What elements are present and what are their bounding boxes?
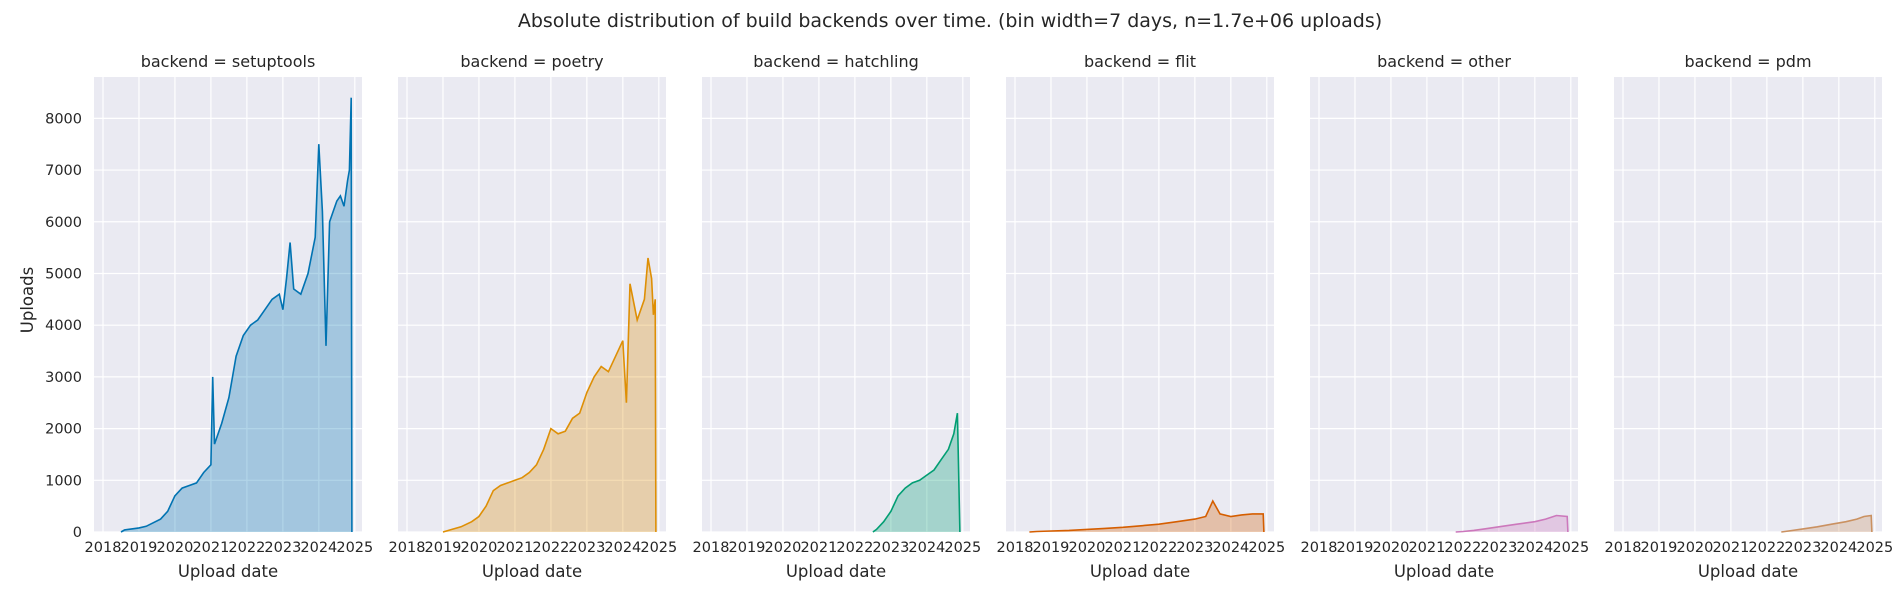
x-tick-label: 2024 — [1820, 540, 1857, 556]
y-tick-label: 4000 — [45, 318, 82, 334]
panel-title: backend = flit — [1084, 52, 1196, 71]
x-tick-label: 2023 — [872, 540, 909, 556]
x-tick-label: 2018 — [997, 540, 1034, 556]
x-tick-label: 2024 — [1516, 540, 1553, 556]
panels: 2018 2019 2020 2021 2022 2023 2024 202501000200… — [45, 52, 1893, 581]
y-tick-label: 2000 — [45, 422, 82, 438]
panel-5: 2018 2019 2020 2021 2022 2023 2024 2025 backend … — [1605, 52, 1894, 581]
x-tick-label: 2020 — [156, 540, 193, 556]
plot-area — [702, 77, 970, 532]
series-area — [1781, 515, 1872, 532]
x-tick-label: 2024 — [908, 540, 945, 556]
x-tick-label: 2025 — [640, 540, 677, 556]
series-area — [1029, 501, 1264, 532]
x-tick-label: 2020 — [764, 540, 801, 556]
x-tick-label: 2018 — [389, 540, 426, 556]
series-line — [872, 412, 961, 533]
x-axis-label: Upload date — [786, 562, 886, 581]
x-tick-label: 2023 — [568, 540, 605, 556]
plot-area — [1006, 77, 1274, 532]
x-tick-label: 2018 — [693, 540, 730, 556]
series-line — [1455, 514, 1569, 533]
series-area — [1455, 515, 1568, 532]
x-tick-label: 2024 — [1212, 540, 1249, 556]
x-tick-label: 2019 — [1337, 540, 1374, 556]
x-tick-label: 2018 — [85, 540, 122, 556]
x-tick-label: 2021 — [800, 540, 837, 556]
chart-title: Absolute distribution of build backends … — [518, 10, 1382, 32]
x-tick-label: 2022 — [228, 540, 265, 556]
y-tick-label: 5000 — [45, 266, 82, 282]
plot-area — [1614, 77, 1882, 532]
x-tick-label: 2023 — [1480, 540, 1517, 556]
x-tick-label: 2025 — [944, 540, 981, 556]
x-tick-label: 2021 — [192, 540, 229, 556]
plot-area — [1310, 77, 1578, 532]
panel-title: backend = pdm — [1684, 52, 1811, 71]
series-line — [1029, 499, 1265, 533]
x-tick-label: 2025 — [1856, 540, 1893, 556]
series-line — [442, 257, 657, 533]
x-tick-label: 2020 — [1676, 540, 1713, 556]
x-tick-label: 2023 — [1784, 540, 1821, 556]
x-tick-label: 2024 — [604, 540, 641, 556]
x-tick-label: 2021 — [496, 540, 533, 556]
x-tick-label: 2025 — [336, 540, 373, 556]
x-tick-label: 2018 — [1301, 540, 1338, 556]
x-axis-label: Upload date — [482, 562, 582, 581]
x-tick-label: 2022 — [1140, 540, 1177, 556]
x-tick-label: 2023 — [264, 540, 301, 556]
x-tick-label: 2020 — [1372, 540, 1409, 556]
x-tick-label: 2020 — [1068, 540, 1105, 556]
x-tick-label: 2021 — [1712, 540, 1749, 556]
x-axis-label: Upload date — [1090, 562, 1190, 581]
series-line — [1781, 514, 1873, 533]
panel-title: backend = other — [1377, 52, 1511, 71]
panel-4: 2018 2019 2020 2021 2022 2023 2024 2025 backend … — [1301, 52, 1590, 581]
panel-3: 2018 2019 2020 2021 2022 2023 2024 2025 backend … — [997, 52, 1286, 581]
x-tick-label: 2022 — [1748, 540, 1785, 556]
x-tick-label: 2022 — [836, 540, 873, 556]
x-axis-label: Upload date — [1394, 562, 1494, 581]
x-tick-label: 2023 — [1176, 540, 1213, 556]
series-area — [872, 413, 960, 532]
x-tick-label: 2018 — [1605, 540, 1642, 556]
x-tick-label: 2019 — [729, 540, 766, 556]
x-tick-label: 2021 — [1104, 540, 1141, 556]
panel-title: backend = hatchling — [753, 52, 919, 71]
y-tick-label: 0 — [73, 525, 82, 541]
x-tick-label: 2020 — [460, 540, 497, 556]
series-line — [120, 97, 353, 533]
x-tick-label: 2022 — [1444, 540, 1481, 556]
y-axis-label: Uploads — [18, 267, 37, 333]
x-tick-label: 2022 — [532, 540, 569, 556]
y-tick-label: 3000 — [45, 370, 82, 386]
panel-0: 2018 2019 2020 2021 2022 2023 2024 2025 0 1000 200… — [45, 52, 373, 581]
x-tick-label: 2019 — [121, 540, 158, 556]
y-tick-label: 1000 — [45, 473, 82, 489]
x-axis-label: Upload date — [1698, 562, 1798, 581]
x-tick-label: 2019 — [1033, 540, 1070, 556]
series-area — [443, 258, 656, 532]
panel-title: backend = setuptools — [141, 52, 316, 71]
x-tick-label: 2025 — [1248, 540, 1285, 556]
x-tick-label: 2024 — [300, 540, 337, 556]
x-tick-label: 2021 — [1408, 540, 1445, 556]
y-tick-label: 8000 — [45, 111, 82, 127]
panel-title: backend = poetry — [460, 52, 603, 71]
x-tick-label: 2019 — [1641, 540, 1678, 556]
x-tick-label: 2025 — [1552, 540, 1589, 556]
panel-2: 2018 2019 2020 2021 2022 2023 2024 2025 backend … — [693, 52, 982, 581]
y-tick-label: 6000 — [45, 215, 82, 231]
y-tick-label: 7000 — [45, 163, 82, 179]
x-axis-label: Upload date — [178, 562, 278, 581]
panel-1: 2018 2019 2020 2021 2022 2023 2024 2025 backend … — [389, 52, 678, 581]
series-area — [121, 97, 352, 532]
x-tick-label: 2019 — [425, 540, 462, 556]
